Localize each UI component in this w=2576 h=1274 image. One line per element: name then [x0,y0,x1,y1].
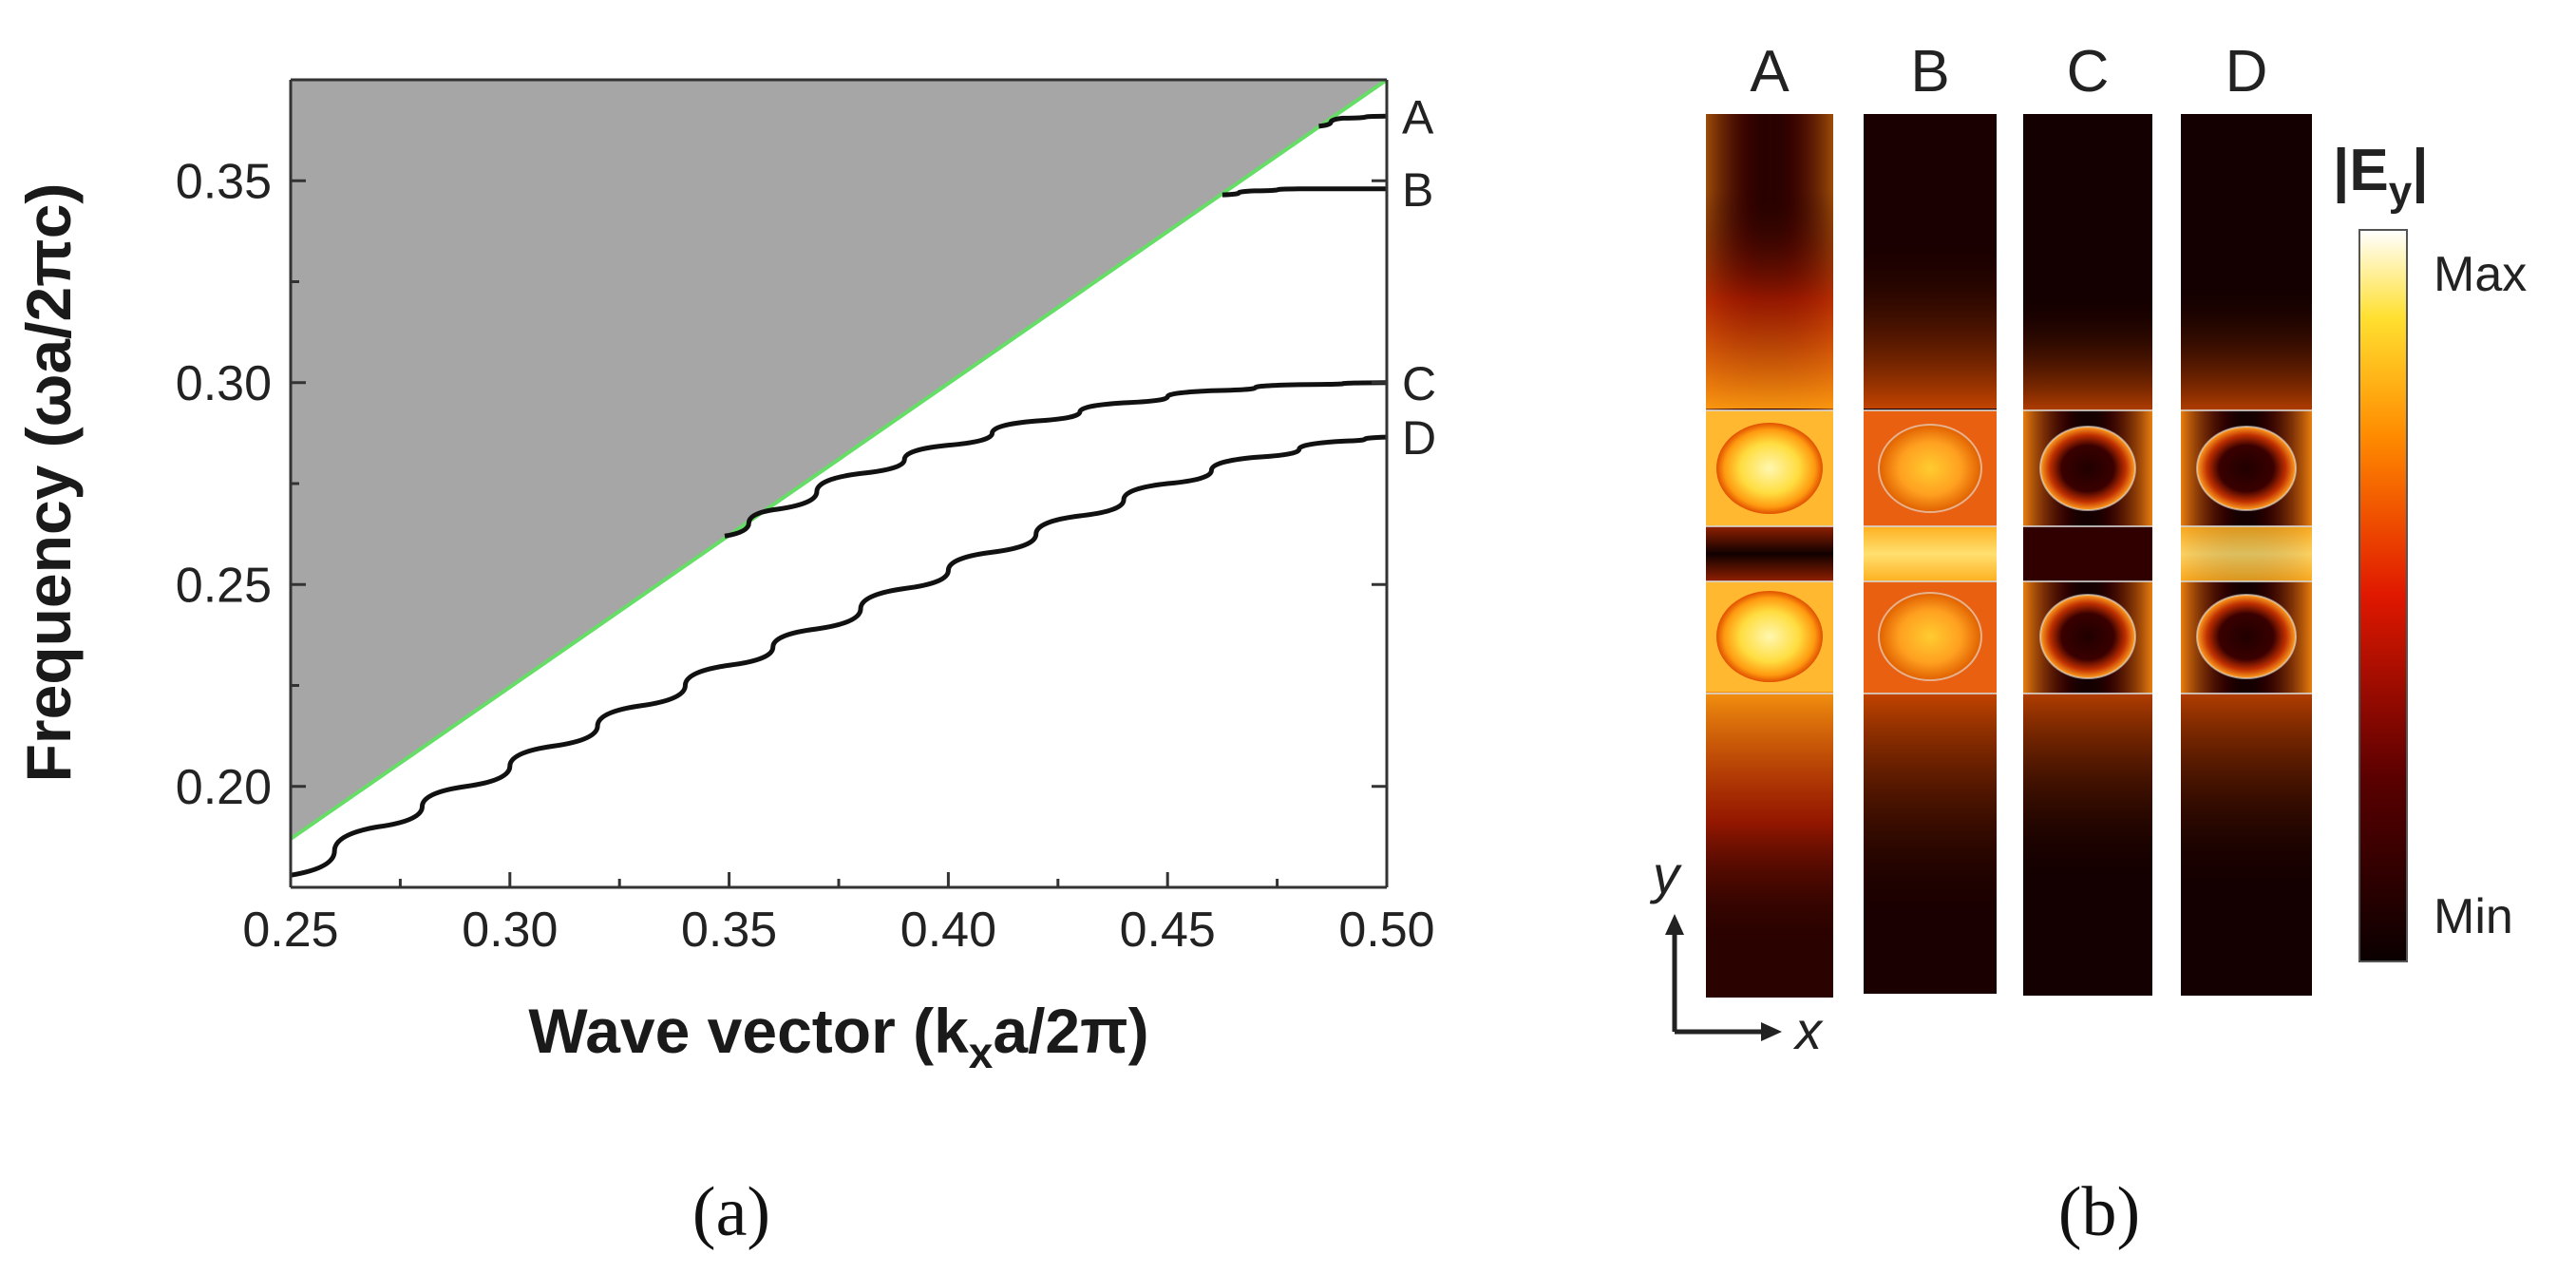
mode-titles: A B C D [1750,39,2267,105]
y-tick-label: 0.25 [176,558,272,613]
band-line-C [724,380,1388,539]
field-profiles: A B C D [1649,39,2527,1060]
caption-b: (b) [2058,1173,2140,1251]
x-tick-label: 0.35 [681,903,777,958]
y-ticks: 0.20 0.25 0.30 0.35 [176,78,1387,889]
x-tick-label: 0.25 [242,903,338,958]
band-line-D [290,434,1388,878]
mode-title-C: C [2067,39,2110,105]
y-axis-title: Frequency (ωa/2πc) [13,183,84,783]
caption-a: (a) [692,1173,770,1251]
x-axis-title: Wave vector (kxa/2π) [528,996,1148,1077]
y-axis-letter: y [1649,845,1682,904]
band-line-A [1318,113,1388,129]
colorbar-min-label: Min [2434,889,2513,944]
colorbar-gradient [2358,229,2408,962]
mode-title-A: A [1750,39,1790,105]
band-line-B [1222,186,1387,198]
colorbar: |Ey| Max Min [2333,138,2527,962]
x-tick-label: 0.40 [900,903,996,958]
band-label-A: A [1402,90,1434,143]
mode-title-D: D [2226,39,2268,105]
x-tick-label: 0.30 [462,903,558,958]
mode-title-B: B [1910,39,1949,105]
light-line [289,78,1389,841]
y-tick-label: 0.20 [176,760,272,815]
x-tick-label: 0.50 [1338,903,1434,958]
colorbar-max-label: Max [2434,247,2527,302]
band-labels: AB CD [1402,90,1436,465]
mode-map-B [1864,114,1997,994]
coordinate-axes: y x [1649,845,1824,1060]
colorbar-title: |Ey| [2333,138,2429,215]
band-label-D: D [1402,411,1436,465]
x-axis-letter: x [1792,1000,1824,1060]
mode-map-C [2023,114,2152,996]
mode-map-D [2181,114,2312,996]
mode-map-A [1706,114,1833,998]
y-tick-label: 0.30 [176,356,272,411]
x-tick-label: 0.45 [1120,903,1216,958]
bands [290,113,1388,878]
y-tick-label: 0.35 [176,154,272,209]
band-label-C: C [1402,357,1436,410]
x-ticks: 0.25 0.30 0.35 0.40 0.45 0.50 [242,872,1435,958]
band-label-B: B [1402,163,1433,217]
